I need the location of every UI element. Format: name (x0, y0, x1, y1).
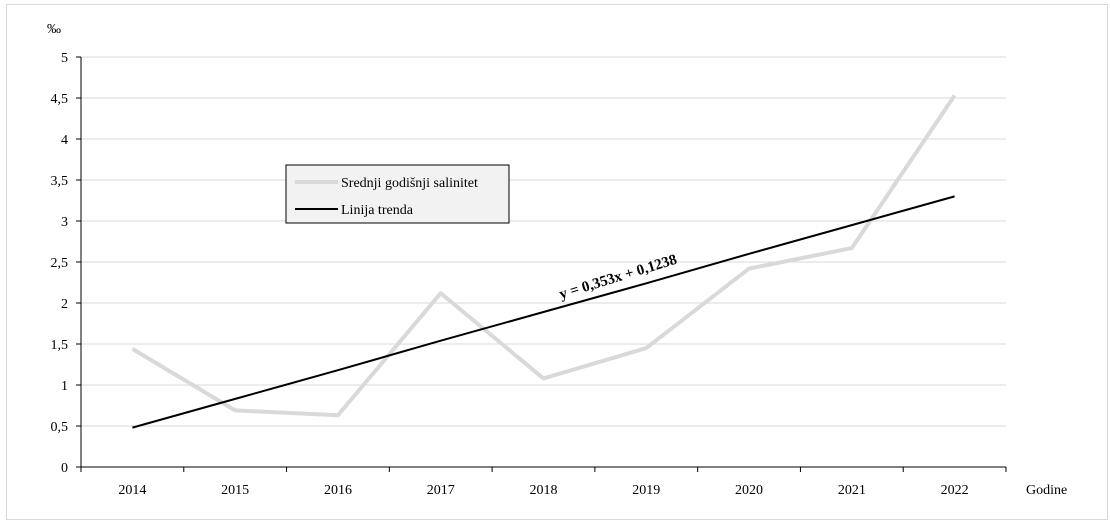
y-tick-label: 4,5 (51, 92, 69, 107)
chart-frame (6, 4, 1108, 520)
y-tick-labels: 0 0,5 1 1,5 2 2,5 3 3,5 4 4,5 5 (51, 51, 69, 476)
y-tick-label: 2,5 (51, 256, 69, 271)
y-tick-label: 0,5 (51, 420, 69, 435)
y-tick-label: 1,5 (51, 338, 69, 353)
y-tick-label: 0 (61, 461, 68, 476)
x-tick-label: 2022 (941, 483, 969, 498)
legend-label-trend: Linija trenda (341, 203, 414, 218)
axes (76, 56, 1007, 472)
y-tick-label: 5 (61, 51, 68, 66)
x-tick-label: 2021 (838, 483, 866, 498)
legend-label-salinity: Srednji godišnji salinitet (341, 176, 478, 191)
trendline-equation: y = 0,353x + 0,1238 (557, 252, 678, 303)
x-tick-label: 2015 (221, 483, 249, 498)
x-tick-labels: 2014 2015 2016 2017 2018 2019 2020 2021 2022 (118, 483, 968, 498)
x-tick-label: 2017 (427, 483, 455, 498)
x-tick-label: 2016 (324, 483, 352, 498)
y-tick-label: 3,5 (51, 174, 69, 189)
y-tick-label: 4 (61, 133, 68, 148)
x-tick-label: 2019 (632, 483, 660, 498)
series-lines (131, 94, 957, 429)
y-tick-label: 1 (61, 379, 68, 394)
salinity-series-line (131, 94, 957, 418)
y-tick-label: 2 (61, 297, 68, 312)
legend-box (285, 164, 510, 224)
x-tick-label: 2014 (118, 483, 146, 498)
x-axis-label: Godine (1026, 483, 1067, 498)
gridlines (81, 56, 1006, 427)
y-tick-label: 3 (61, 215, 68, 230)
legend: Srednji godišnji salinitet Linija trenda (285, 164, 510, 224)
trend-series-line (132, 195, 955, 429)
x-tick-label: 2018 (530, 483, 558, 498)
y-axis-unit: ‰ (47, 22, 61, 37)
x-tick-label: 2020 (735, 483, 763, 498)
